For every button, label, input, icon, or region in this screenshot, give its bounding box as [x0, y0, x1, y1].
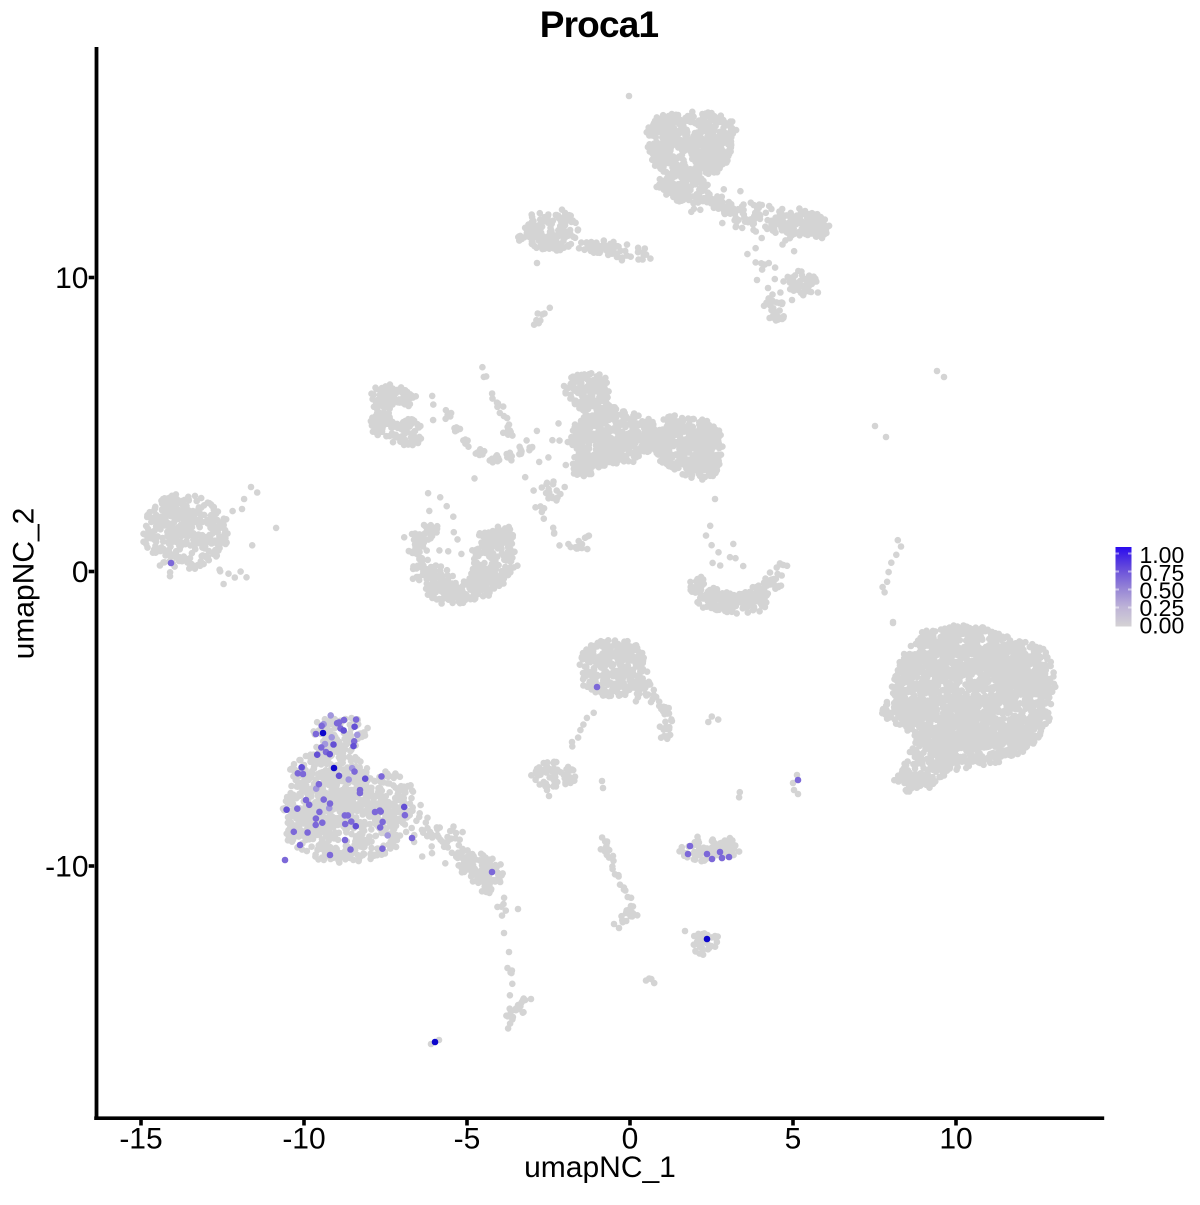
- svg-text:0.50: 0.50: [1140, 578, 1185, 604]
- svg-text:0: 0: [72, 556, 89, 589]
- svg-text:0: 0: [622, 1123, 639, 1156]
- svg-text:10: 10: [55, 262, 88, 295]
- svg-text:-10: -10: [282, 1123, 325, 1156]
- svg-text:-5: -5: [454, 1123, 481, 1156]
- svg-text:0.00: 0.00: [1140, 613, 1185, 639]
- svg-text:0.25: 0.25: [1140, 595, 1185, 621]
- svg-text:1.00: 1.00: [1140, 542, 1185, 568]
- svg-text:5: 5: [785, 1123, 802, 1156]
- svg-text:umapNC_1: umapNC_1: [524, 1151, 676, 1184]
- svg-text:umapNC_2: umapNC_2: [8, 508, 41, 660]
- svg-text:10: 10: [939, 1123, 972, 1156]
- svg-text:-15: -15: [119, 1123, 162, 1156]
- svg-text:Proca1: Proca1: [540, 4, 659, 45]
- svg-text:0.75: 0.75: [1140, 560, 1185, 586]
- svg-text:-10: -10: [45, 851, 88, 884]
